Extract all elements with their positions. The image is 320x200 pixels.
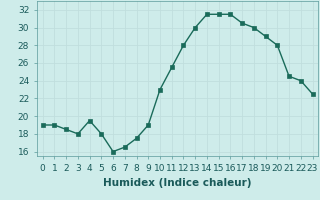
X-axis label: Humidex (Indice chaleur): Humidex (Indice chaleur) (103, 178, 252, 188)
